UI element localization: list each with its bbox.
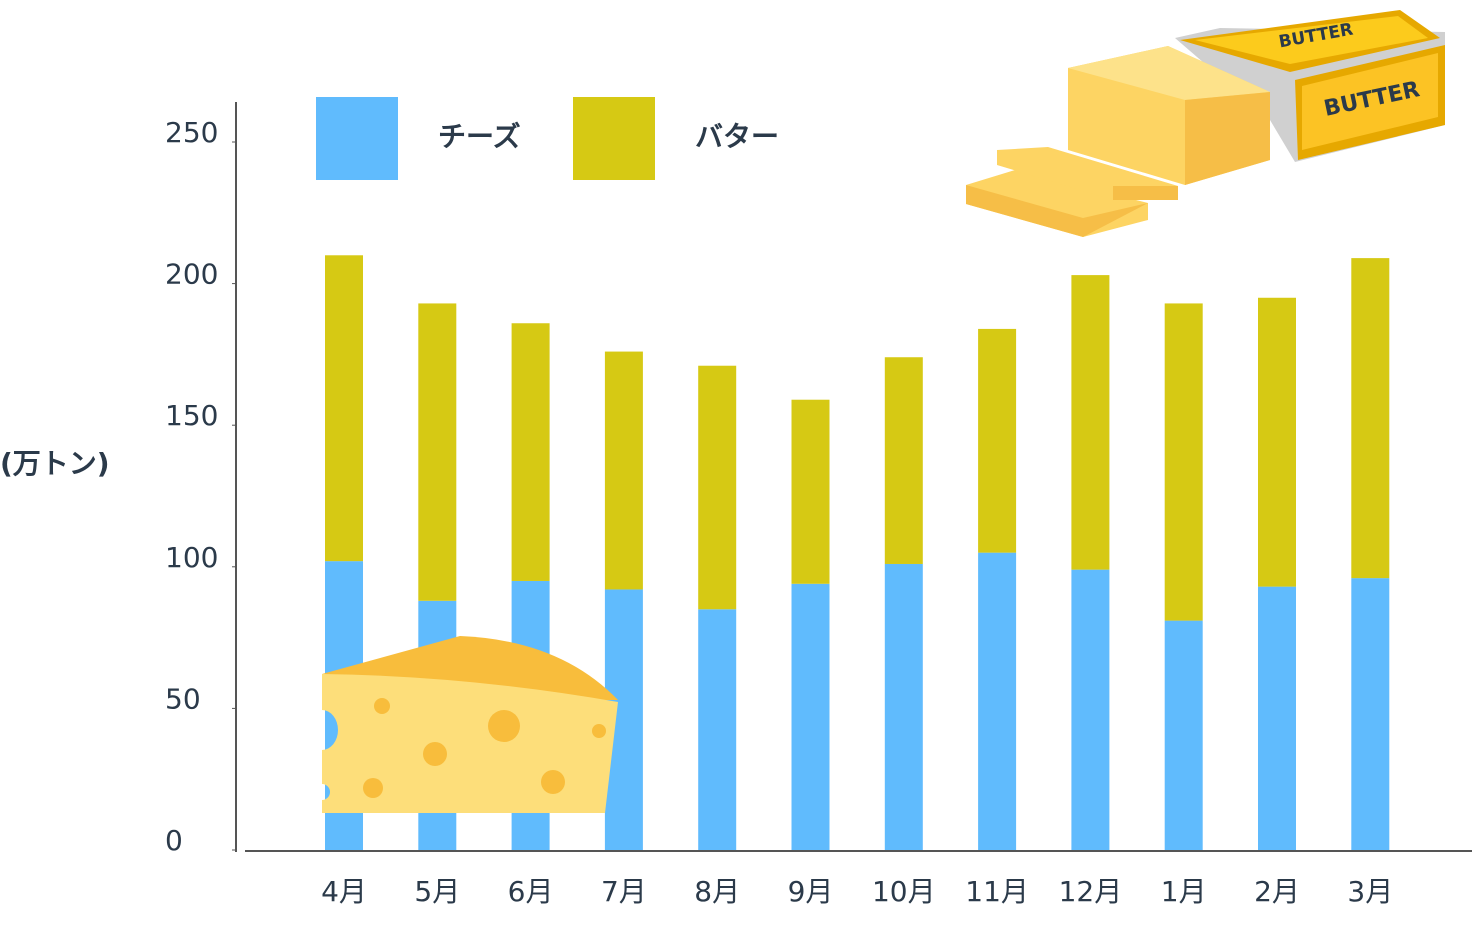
x-tick-label: 6月 <box>508 875 554 908</box>
legend-swatch <box>573 97 655 180</box>
x-tick-label: 1月 <box>1161 875 1207 908</box>
bar-segment <box>418 303 457 601</box>
y-tick-label: 50 <box>165 682 201 715</box>
x-tick-label: 9月 <box>788 875 834 908</box>
bar-segment <box>698 365 737 610</box>
y-tick-label: 100 <box>165 541 218 574</box>
bar-segment <box>1258 297 1296 587</box>
bar-segment <box>511 323 550 581</box>
bar-segment <box>1071 569 1110 850</box>
x-tick-label: 4月 <box>321 875 367 908</box>
x-tick-label: 8月 <box>694 875 740 908</box>
legend: チーズ バター <box>316 97 779 180</box>
bar-segment <box>325 255 363 562</box>
legend-label: チーズ <box>438 120 521 153</box>
bar-segment <box>1164 303 1203 621</box>
cheese-illustration <box>322 636 618 813</box>
bars: 0 50 100 150 200 250 4月 5月 6月 7月 8月 9月 10月 11月 12月 1月 2月… <box>165 116 1393 908</box>
bar-segment <box>978 328 1017 553</box>
bar-segment <box>1258 586 1296 850</box>
legend-label: バター <box>695 120 779 153</box>
legend-swatch <box>316 97 398 180</box>
y-tick-label: 150 <box>165 399 218 432</box>
x-tick-label: 10月 <box>872 875 936 908</box>
butter-illustration: BUTTER BUTTER <box>966 10 1445 237</box>
x-tick-label: 11月 <box>965 875 1029 908</box>
bar-segment <box>791 399 830 584</box>
bar-segment <box>698 609 737 850</box>
bar-segment <box>791 583 830 850</box>
x-tick-label: 12月 <box>1059 875 1123 908</box>
x-tick-label: 2月 <box>1254 875 1300 908</box>
y-tick-label: 250 <box>165 116 218 149</box>
bar-segment <box>1071 275 1110 570</box>
y-tick-label: 200 <box>165 258 218 291</box>
bar-segment <box>978 552 1017 850</box>
y-tick-label: 0 <box>165 824 183 857</box>
bar-segment <box>1164 620 1203 850</box>
bar-segment <box>1351 258 1390 579</box>
y-axis-label: (万トン) <box>0 447 110 480</box>
bar-segment <box>1351 578 1390 850</box>
x-tick-label: 7月 <box>601 875 647 908</box>
x-tick-label: 5月 <box>414 875 460 908</box>
bar-segment <box>884 357 923 564</box>
bar-segment <box>604 351 643 590</box>
bar-segment <box>884 563 923 850</box>
x-tick-label: 3月 <box>1347 875 1393 908</box>
